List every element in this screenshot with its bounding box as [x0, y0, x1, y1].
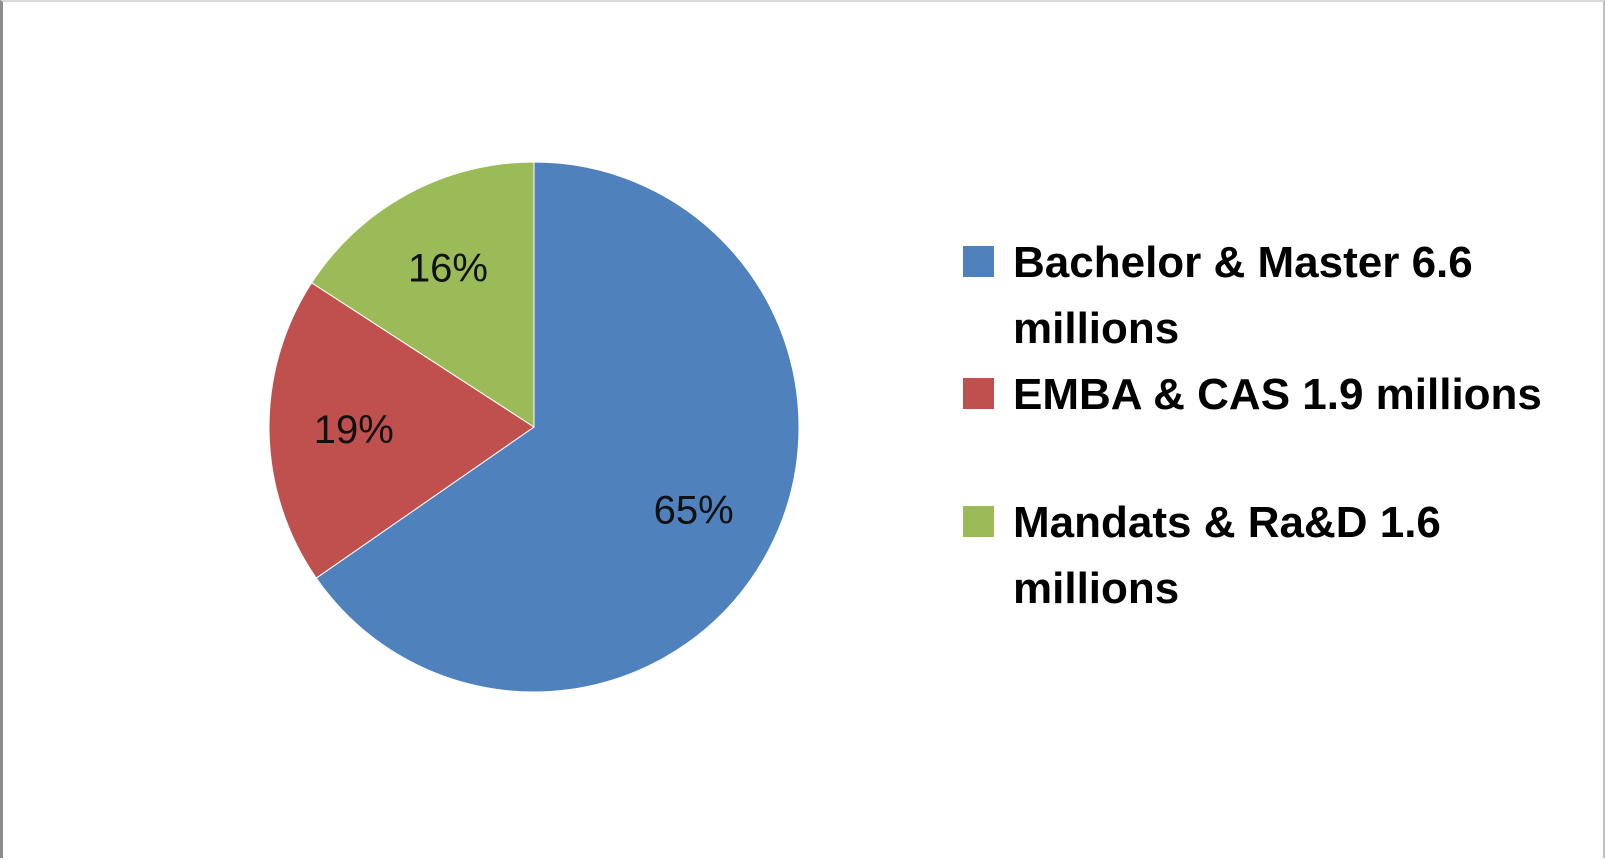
pie-chart: 65% 19% 16% — [268, 161, 800, 693]
legend-swatch-bachelor-master — [963, 246, 994, 277]
legend-swatch-emba-cas — [963, 378, 994, 409]
pie-slice-bachelor-master — [315, 161, 800, 693]
pie-slice-mandats-rad — [310, 161, 535, 428]
legend-label-emba-cas: EMBA & CAS 1.9 millions — [1013, 370, 1542, 419]
pie-slice-emba-cas — [268, 282, 535, 579]
legend-label-bachelor-master: Bachelor & Master 6.6 millions — [1013, 238, 1473, 353]
legend-label-mandats-rad: Mandats & Ra&D 1.6 millions — [1013, 498, 1441, 613]
slice-label-mandats-rad: 16% — [408, 247, 488, 291]
slice-label-emba-cas: 19% — [314, 408, 394, 452]
legend-swatch-mandats-rad — [963, 506, 994, 537]
slice-label-bachelor-master: 65% — [654, 489, 734, 533]
